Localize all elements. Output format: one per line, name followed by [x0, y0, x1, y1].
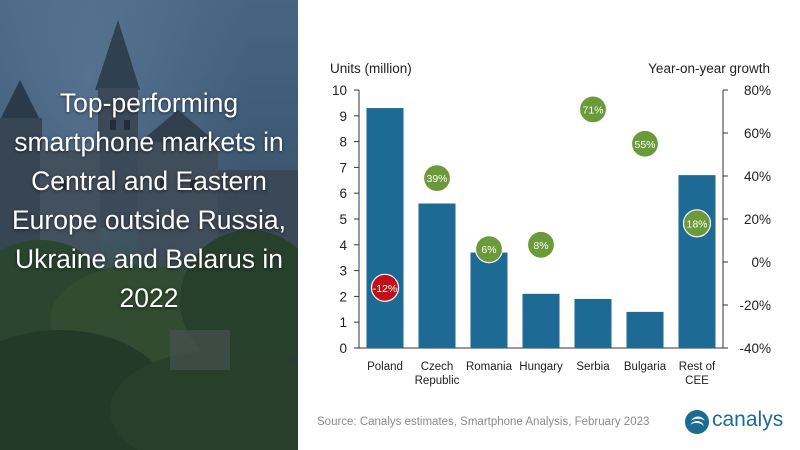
growth-label: 18% [686, 218, 707, 230]
growth-label: -12% [373, 283, 398, 295]
growth-label: 6% [481, 244, 496, 256]
y2-tick-label: 40% [744, 169, 771, 184]
growth-marker [578, 95, 608, 124]
y2-axis-title: Year-on-year growth [648, 61, 770, 76]
growth-label: 39% [426, 173, 447, 185]
y-tick-label: 4 [339, 238, 347, 253]
growth-marker [422, 164, 452, 193]
growth-marker [474, 235, 504, 264]
canalys-logo: canalys [684, 406, 790, 436]
y-axis-ticks: 0 1 2 3 4 5 6 7 8 9 10 [332, 83, 359, 356]
y2-tick-label: -20% [739, 298, 771, 313]
bars-group [366, 108, 716, 348]
category-label: Serbia [576, 361, 610, 373]
y-tick-label: 7 [339, 160, 347, 175]
growth-label: 55% [634, 139, 655, 151]
bar [366, 108, 404, 348]
y2-tick-label: 80% [744, 83, 771, 98]
y2-tick-label: 20% [744, 212, 771, 227]
y-tick-label: 1 [339, 315, 347, 330]
growth-markers-group: -12% 39% 6% 8% 71% 55% 18% [370, 95, 712, 302]
bar [470, 252, 508, 348]
y-tick-label: 2 [339, 289, 347, 304]
category-label: CEE [685, 375, 709, 387]
growth-label: 71% [582, 104, 603, 116]
category-label: Czech [421, 361, 454, 373]
growth-label: 8% [533, 240, 548, 252]
y-tick-label: 0 [339, 341, 347, 356]
castle-photo-panel: Top-performing smartphone markets in Cen… [0, 0, 298, 450]
bar [678, 175, 716, 348]
photo-tint-overlay [0, 0, 298, 450]
slide-headline: Top-performing smartphone markets in Cen… [12, 88, 286, 313]
y-tick-label: 5 [339, 212, 347, 227]
bar [418, 203, 456, 348]
category-label: Hungary [519, 361, 563, 373]
category-label: Rest of [679, 361, 716, 373]
y-tick-label: 6 [339, 186, 347, 201]
bar [574, 298, 612, 348]
y2-tick-label: 0% [751, 255, 771, 270]
bar [522, 293, 560, 348]
category-label: Bulgaria [624, 361, 667, 373]
category-label: Poland [367, 361, 403, 373]
category-labels-group: Poland Czech Republic Romania Hungary Serbia B… [367, 361, 716, 387]
y-tick-label: 9 [339, 109, 347, 124]
canalys-logo-mark-icon [685, 410, 709, 434]
y-tick-label: 10 [332, 83, 347, 98]
y-tick-label: 3 [339, 264, 347, 279]
growth-marker [370, 273, 400, 302]
castle-photo [0, 0, 298, 450]
y2-axis-ticks: -40% -20% 0% 20% 40% 60% 80% [723, 83, 771, 356]
growth-marker [682, 209, 712, 238]
source-note: Source: Canalys estimates, Smartphone An… [317, 416, 650, 428]
y-axis-title: Units (million) [330, 61, 412, 76]
category-label: Romania [466, 361, 513, 373]
y2-tick-label: 60% [744, 126, 771, 141]
growth-marker [630, 129, 660, 158]
y2-tick-label: -40% [739, 341, 771, 356]
growth-marker [526, 230, 556, 259]
category-label: Republic [415, 375, 460, 387]
bar [626, 311, 664, 348]
y-tick-label: 8 [339, 135, 347, 150]
canalys-logo-text: canalys [712, 408, 784, 431]
bar-chart: Units (million) Year-on-year growth 0 1 2 3… [330, 61, 771, 387]
